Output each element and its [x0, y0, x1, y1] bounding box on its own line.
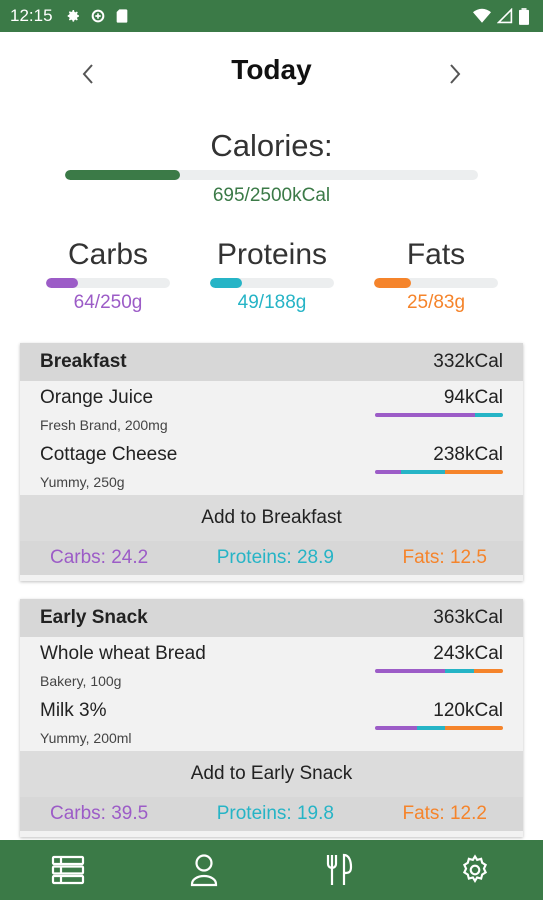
meal-total-fats: Fats: 12.5: [402, 547, 487, 568]
meal-header[interactable]: Early Snack 363kCal: [20, 599, 523, 637]
chevron-left-icon[interactable]: [70, 56, 106, 92]
food-macro-bar: [375, 669, 503, 673]
add-to-breakfast-button[interactable]: Add to Breakfast: [20, 495, 523, 541]
food-macro-bar: [375, 726, 503, 730]
chevron-right-icon[interactable]: [437, 56, 473, 92]
food-description: Yummy, 200ml: [40, 730, 132, 746]
page-title: Today: [231, 54, 312, 85]
food-name: Milk 3%: [40, 700, 107, 721]
meals-list-icon[interactable]: [38, 840, 98, 900]
food-kcal: 94kCal: [443, 387, 503, 408]
food-description: Bakery, 100g: [40, 673, 122, 689]
food-kcal: 238kCal: [433, 444, 503, 465]
meal-kcal: 332kCal: [433, 351, 503, 372]
food-kcal: 243kCal: [433, 643, 503, 664]
food-item[interactable]: Milk 3% 120kCal Yummy, 200ml: [20, 694, 523, 751]
meal-totals: Carbs: 24.2 Proteins: 28.9 Fats: 12.5: [20, 541, 523, 575]
date-header: Today: [0, 48, 543, 98]
macro-fats: Fats 25/83g: [371, 238, 501, 314]
sd-card-icon: [115, 8, 129, 24]
signal-icon: [497, 8, 513, 24]
food-macro-segment: [400, 470, 446, 474]
food-kcal: 120kCal: [433, 700, 503, 721]
meal-total-carbs: Carbs: 24.2: [50, 547, 149, 568]
macro-proteins-value: 49/188g: [237, 292, 307, 313]
macro-fats-fill: [374, 278, 412, 288]
status-bar: 12:15: [0, 0, 543, 32]
food-macro-segment: [473, 669, 503, 673]
macro-proteins-bar: [210, 278, 334, 288]
macro-carbs-name: Carbs: [67, 238, 149, 271]
food-macro-segment: [375, 669, 446, 673]
macro-proteins: Proteins 49/188g: [207, 238, 337, 314]
meal-total-proteins: Proteins: 28.9: [216, 547, 334, 568]
add-to-early-snack-button[interactable]: Add to Early Snack: [20, 751, 523, 797]
macro-proteins-fill: [210, 278, 243, 288]
macro-fats-name: Fats: [406, 238, 466, 271]
status-time: 12:15: [10, 6, 53, 25]
meal-totals: Carbs: 39.5 Proteins: 19.8 Fats: 12.2: [20, 797, 523, 831]
food-name: Orange Juice: [40, 387, 154, 408]
bottom-navigation: [0, 840, 543, 900]
meal-total-proteins: Proteins: 19.8: [216, 803, 334, 824]
gear-icon: [65, 8, 81, 24]
wifi-icon: [473, 8, 491, 24]
food-macro-segment: [445, 470, 503, 474]
calories-progress-fill: [65, 170, 180, 180]
data-saver-icon: [90, 8, 106, 24]
meal-total-carbs: Carbs: 39.5: [50, 803, 149, 824]
food-macro-segment: [445, 726, 503, 730]
food-name: Whole wheat Bread: [40, 643, 206, 664]
food-description: Fresh Brand, 200mg: [40, 417, 168, 433]
food-macro-segment: [445, 669, 474, 673]
calories-progress-bar: [65, 170, 478, 180]
food-macro-bar: [375, 413, 503, 417]
food-macro-segment: [375, 726, 418, 730]
meal-card-early-snack: Early Snack 363kCal Whole wheat Bread 24…: [20, 599, 523, 837]
macro-fats-bar: [374, 278, 498, 288]
meal-card-breakfast: Breakfast 332kCal Orange Juice 94kCal Fr…: [20, 343, 523, 581]
food-item[interactable]: Orange Juice 94kCal Fresh Brand, 200mg: [20, 381, 523, 438]
food-description: Yummy, 250g: [40, 474, 125, 490]
meal-name: Breakfast: [40, 351, 127, 372]
macro-proteins-name: Proteins: [216, 238, 328, 271]
food-icon[interactable]: [309, 840, 369, 900]
calories-label: Calories:: [210, 128, 333, 163]
calories-value: 695/2500kCal: [212, 185, 331, 206]
profile-icon[interactable]: [174, 840, 234, 900]
food-macro-segment: [375, 413, 475, 417]
food-item[interactable]: Cottage Cheese 238kCal Yummy, 250g: [20, 438, 523, 495]
food-macro-segment: [474, 413, 503, 417]
meal-total-fats: Fats: 12.2: [402, 803, 487, 824]
macro-carbs: Carbs 64/250g: [43, 238, 173, 314]
settings-icon[interactable]: [445, 840, 505, 900]
food-macro-bar: [375, 470, 503, 474]
macro-carbs-fill: [46, 278, 78, 288]
food-item[interactable]: Whole wheat Bread 243kCal Bakery, 100g: [20, 637, 523, 694]
battery-icon: [519, 7, 529, 25]
meal-header[interactable]: Breakfast 332kCal: [20, 343, 523, 381]
macro-carbs-bar: [46, 278, 170, 288]
macro-carbs-value: 64/250g: [73, 292, 143, 313]
food-macro-segment: [417, 726, 446, 730]
meal-name: Early Snack: [40, 607, 148, 628]
food-macro-segment: [375, 470, 401, 474]
meal-kcal: 363kCal: [433, 607, 503, 628]
food-name: Cottage Cheese: [40, 444, 178, 465]
macro-fats-value: 25/83g: [406, 292, 466, 313]
